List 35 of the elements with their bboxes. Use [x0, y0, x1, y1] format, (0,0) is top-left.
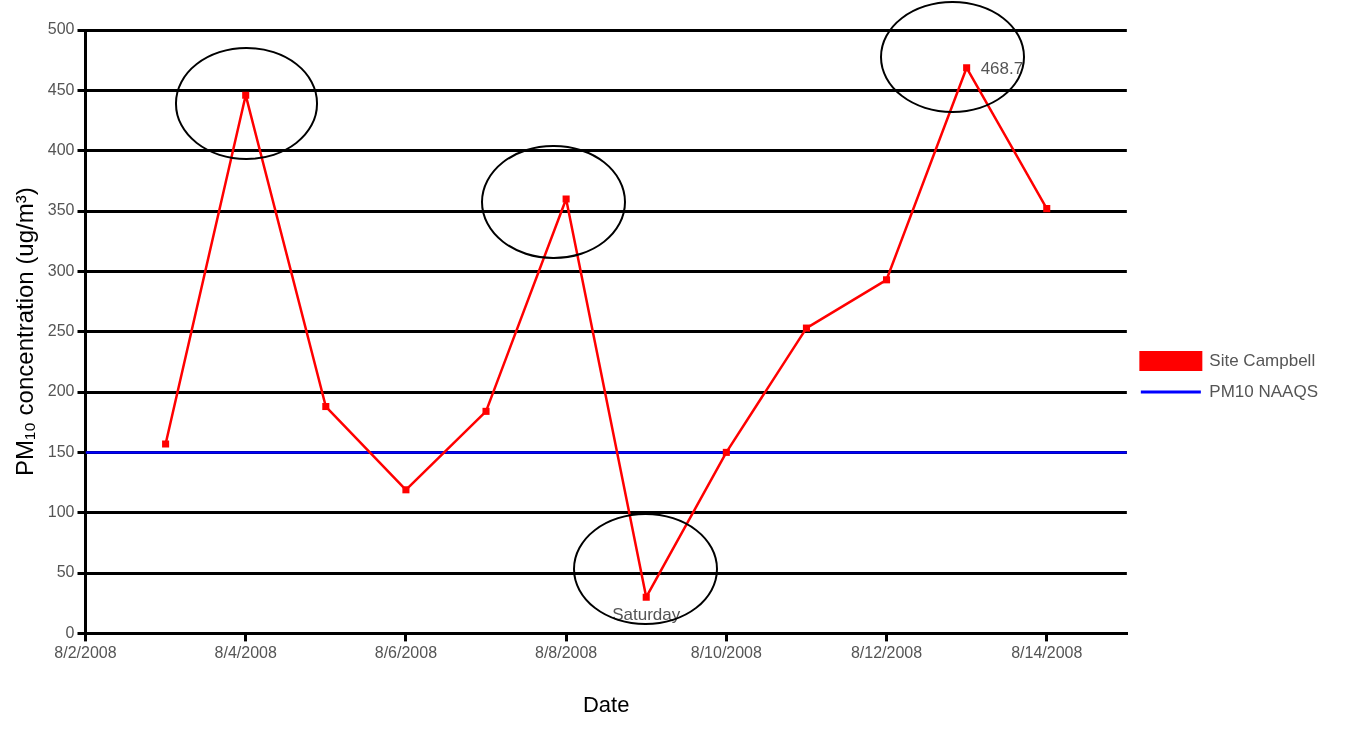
- x-tick-label: 8/2/2008: [54, 644, 117, 662]
- point: [802, 324, 810, 332]
- y-tick-label: 400: [47, 141, 75, 159]
- annotation: Saturday: [612, 604, 681, 624]
- y-tick-label: 350: [47, 201, 75, 219]
- y-tick-label: 200: [47, 382, 75, 400]
- y-tick-label: 150: [47, 442, 75, 460]
- y-tick-label: 0: [65, 623, 75, 641]
- x-tick-label: 8/4/2008: [214, 644, 277, 662]
- point: [722, 448, 730, 456]
- legend-label: PM10 NAAQS: [1209, 381, 1319, 401]
- x-tick-label: 8/10/2008: [690, 644, 763, 662]
- point: [322, 402, 330, 411]
- y-tick-label: 500: [47, 20, 75, 38]
- y-tick-label: 450: [47, 80, 75, 98]
- point: [883, 276, 891, 284]
- legend-label: Site Campbell: [1209, 350, 1316, 370]
- y-axis-title: PM₁₀ concentration (ug/m³): [11, 187, 39, 477]
- y-tick-label: 50: [56, 563, 75, 581]
- x-tick-label: 8/8/2008: [534, 644, 598, 662]
- point: [642, 593, 650, 601]
- point: [402, 486, 410, 494]
- point: [482, 407, 490, 415]
- x-tick-label: 8/14/2008: [1011, 644, 1083, 662]
- y-tick-label: 250: [47, 322, 75, 340]
- x-axis-title: Date: [582, 691, 630, 717]
- y-tick-label: 100: [47, 503, 75, 521]
- point: [162, 440, 170, 448]
- y-tick-label: 300: [47, 261, 75, 279]
- point: [242, 91, 250, 99]
- x-tick-label: 8/12/2008: [850, 644, 923, 662]
- point: [562, 195, 570, 203]
- x-tick-label: 8/6/2008: [374, 644, 438, 662]
- point: [963, 64, 971, 72]
- point: [1043, 205, 1051, 213]
